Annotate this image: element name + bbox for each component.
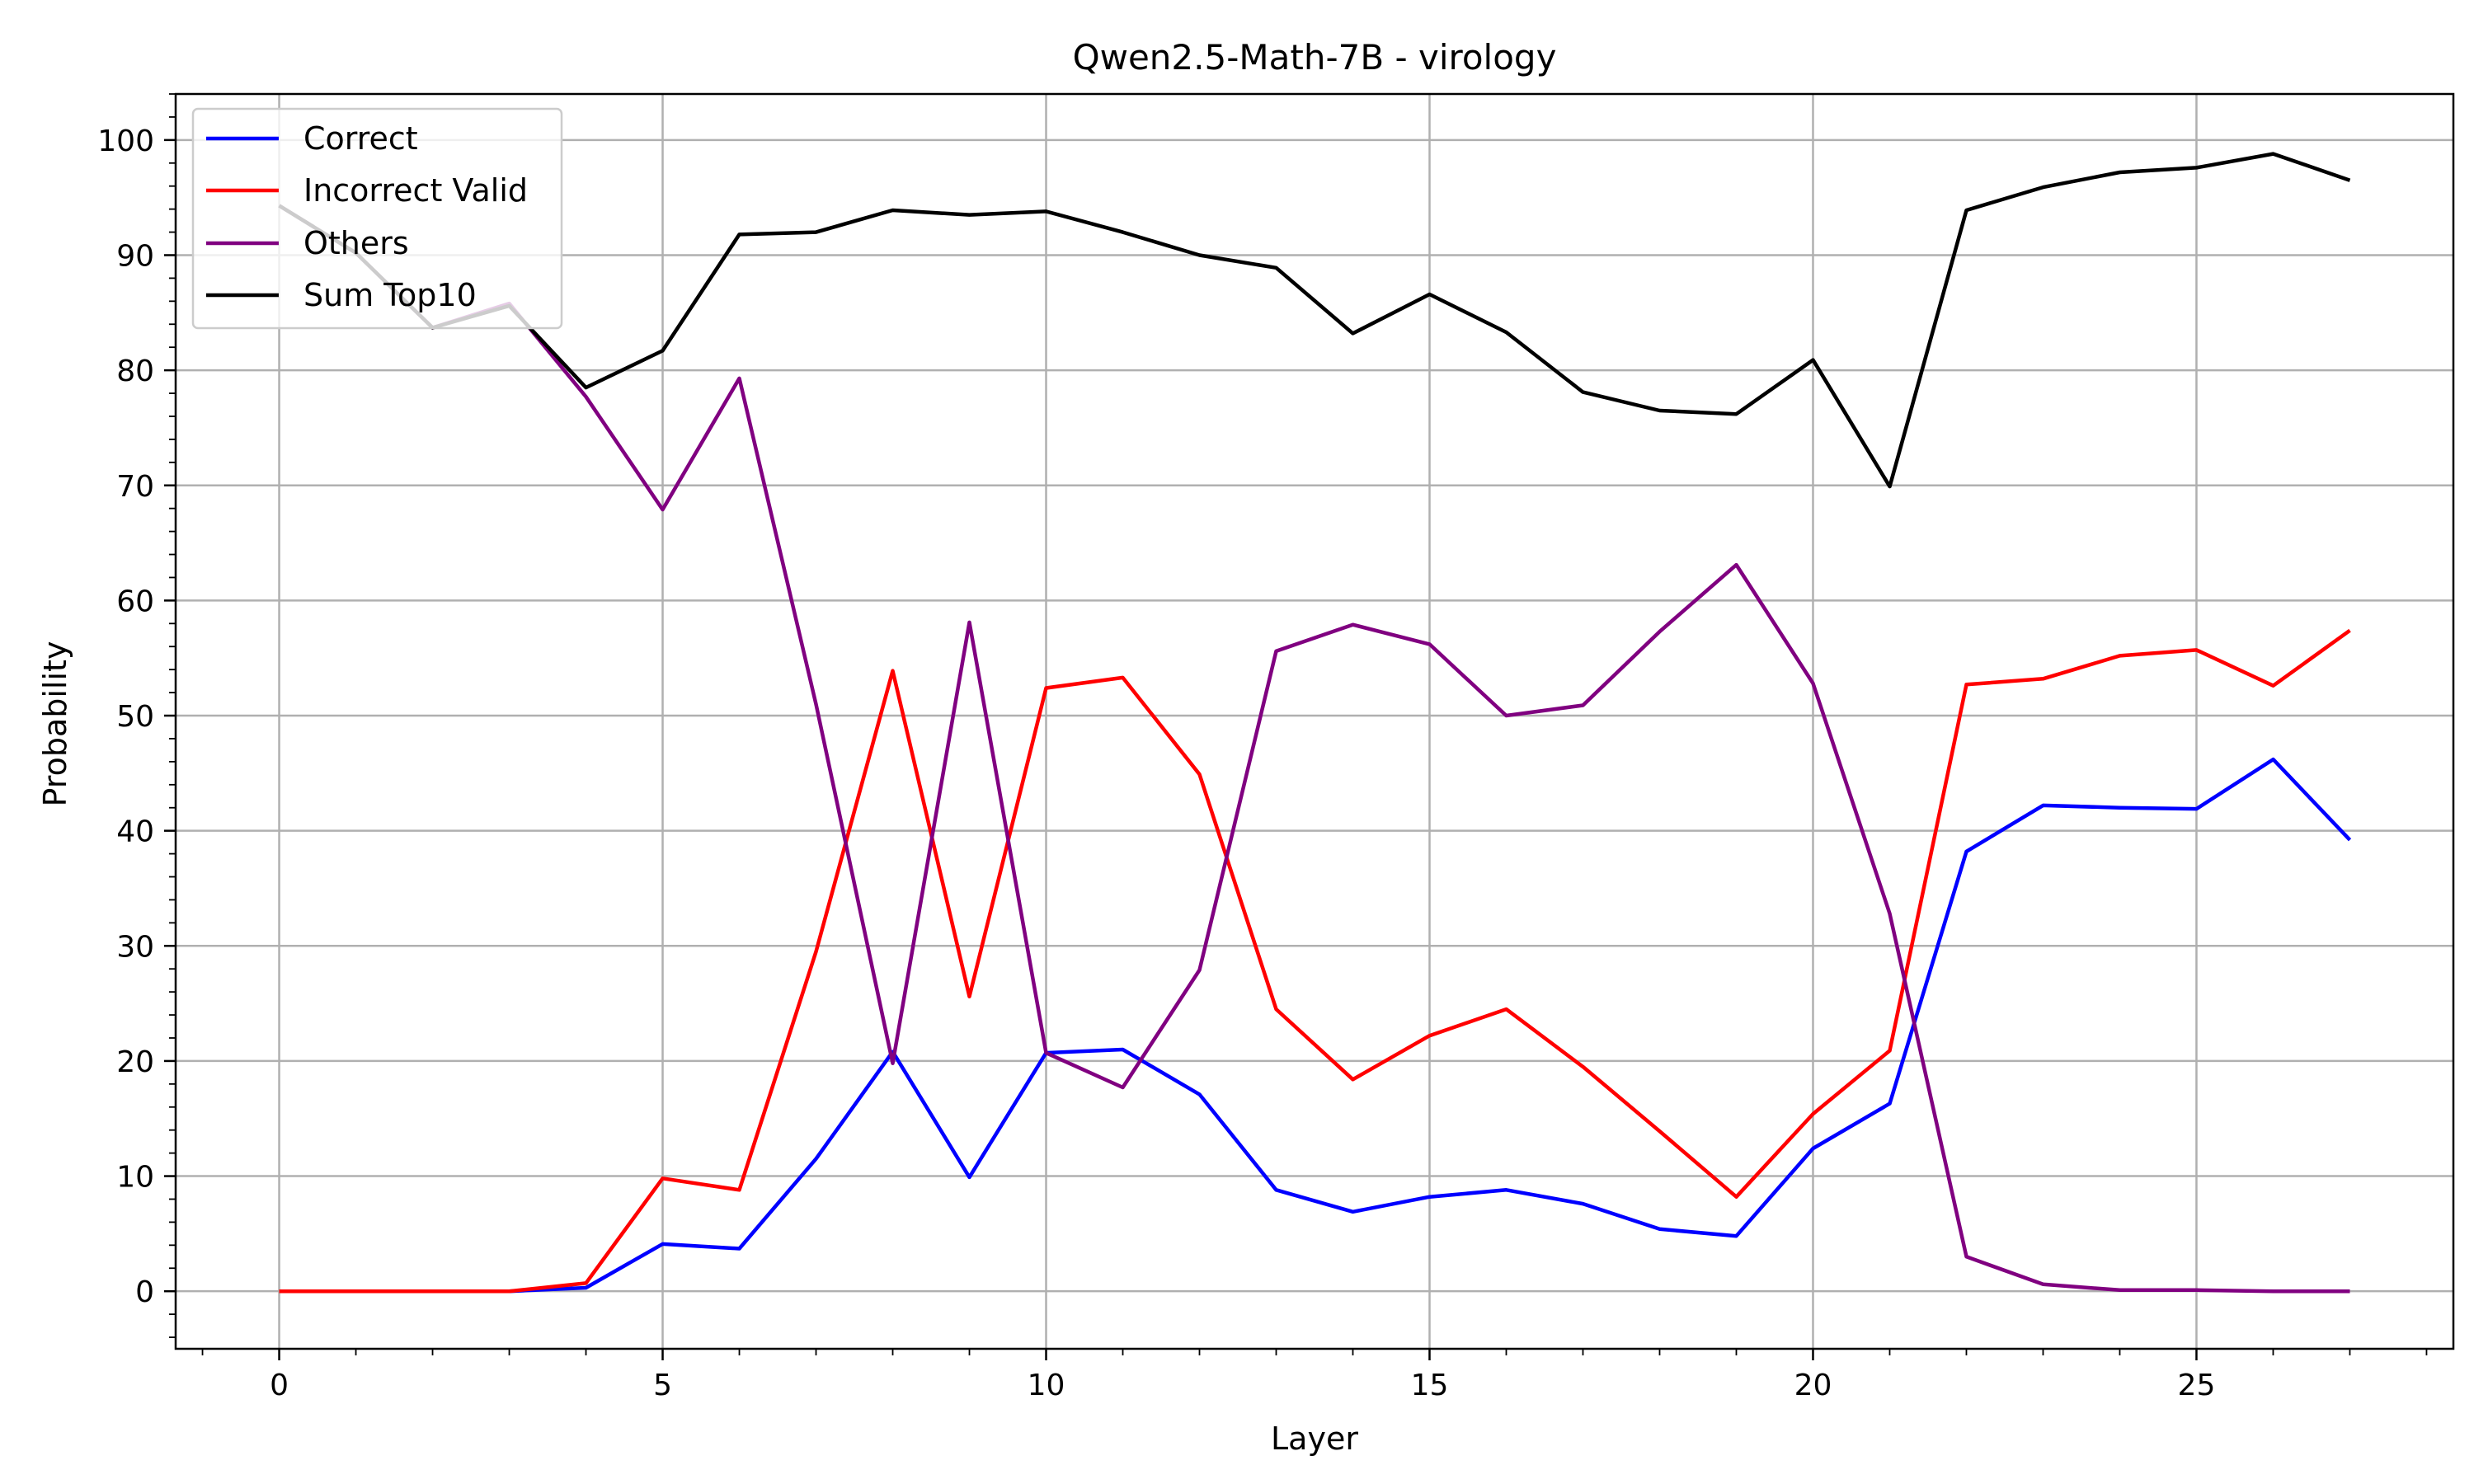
plot-frame — [174, 92, 2455, 1350]
x-tick-label: 15 — [1411, 1369, 1449, 1402]
x-tick-label: 25 — [2178, 1369, 2216, 1402]
grid — [176, 94, 2453, 1349]
legend: Correct Incorrect Valid Others Sum Top10 — [191, 107, 563, 330]
series-line-incorrect-valid — [279, 628, 2351, 1294]
legend-label-correct: Correct — [303, 120, 418, 157]
y-tick-label: 20 — [116, 1045, 154, 1079]
legend-label-incorrect-valid: Incorrect Valid — [303, 172, 528, 209]
y-tick-label: 70 — [116, 470, 154, 504]
y-tick-label: 100 — [97, 124, 154, 158]
series-line-sum-top10 — [278, 152, 2351, 489]
x-tick-label: 20 — [1794, 1369, 1832, 1402]
legend-frame — [191, 107, 563, 330]
series-lines — [278, 152, 2352, 1294]
y-tick-label: 90 — [116, 239, 154, 273]
y-tick-label: 0 — [135, 1275, 154, 1309]
axes: 0 5 10 15 20 25 0 10 20 30 40 50 60 70 80 90 100 — [97, 92, 2455, 1402]
series-line-correct — [279, 757, 2352, 1294]
y-axis-label: Probability — [37, 641, 73, 807]
y-tick-label: 50 — [116, 700, 154, 734]
legend-label-others: Others — [303, 225, 409, 261]
chart-title: Qwen2.5-Math-7B - virology — [1073, 37, 1557, 77]
x-tick-label: 10 — [1028, 1369, 1065, 1402]
y-tick-label: 30 — [116, 930, 154, 964]
y-tick-label: 60 — [116, 585, 154, 618]
x-tick-label: 5 — [653, 1369, 672, 1402]
x-axis-label: Layer — [1271, 1421, 1358, 1457]
legend-label-sum-top10: Sum Top10 — [303, 277, 477, 313]
x-tick-label: 0 — [270, 1369, 289, 1402]
y-tick-label: 40 — [116, 815, 154, 849]
series-line-others — [278, 204, 2350, 1294]
y-tick-label: 10 — [116, 1161, 154, 1195]
y-tick-label: 80 — [116, 355, 154, 388]
